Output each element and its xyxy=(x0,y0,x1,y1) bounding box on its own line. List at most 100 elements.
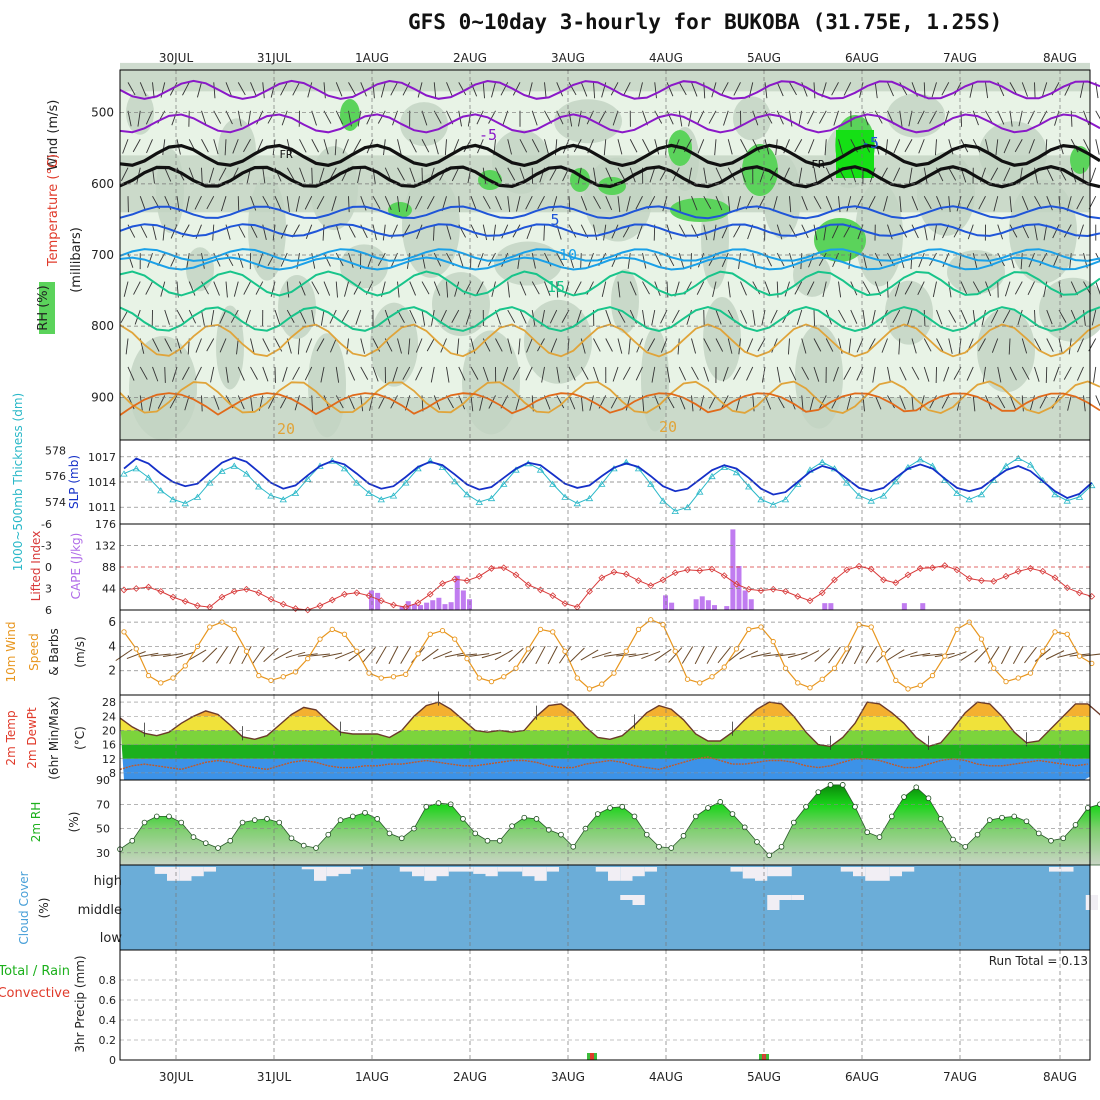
wind-barb xyxy=(286,167,295,181)
wind-barb xyxy=(537,195,545,210)
rh-moist-patch xyxy=(340,99,360,131)
wind-barb-10m xyxy=(910,652,931,658)
wind-barb xyxy=(433,281,441,296)
wind-barb xyxy=(531,110,538,126)
wind-speed-point xyxy=(403,671,409,678)
wind-barb xyxy=(348,224,356,238)
wind-barb xyxy=(1004,281,1011,297)
thickness-point xyxy=(365,489,373,496)
wind-barb xyxy=(346,338,349,355)
wind-barb xyxy=(274,196,282,210)
rh-point xyxy=(349,813,356,820)
wind-barb xyxy=(823,224,827,241)
cape-tick-label: 88 xyxy=(102,561,116,574)
thickness-point xyxy=(181,500,189,507)
wind-speed-point xyxy=(488,678,495,685)
wind-barb xyxy=(1054,110,1060,126)
panel-frames xyxy=(119,69,1091,1061)
lifted-index-point xyxy=(365,592,373,600)
wind-barb xyxy=(564,281,570,297)
wind-speed-point xyxy=(782,665,789,671)
wind-barb xyxy=(740,139,748,153)
lifted-index-point xyxy=(1014,567,1022,575)
rh-patch xyxy=(703,296,741,381)
wind-speed-point xyxy=(158,680,164,686)
rh-point xyxy=(435,800,442,806)
wind-barb xyxy=(635,195,643,210)
wind-barb xyxy=(746,338,754,353)
thickness-point xyxy=(267,492,275,499)
cloud-clear-high xyxy=(522,867,535,877)
rh-tick-label: 70 xyxy=(96,798,110,811)
rh-point xyxy=(423,803,430,810)
wind-barb xyxy=(568,196,571,213)
wind-speed-point xyxy=(770,638,776,645)
wind-barb xyxy=(715,309,722,325)
wind-barb xyxy=(531,281,540,295)
wind-barb xyxy=(733,366,741,380)
wind-barb xyxy=(746,366,754,381)
wind-barb xyxy=(344,281,349,297)
wind-barb xyxy=(580,338,586,354)
wind-barb xyxy=(145,110,153,125)
rh-point xyxy=(1060,835,1067,842)
wind-barb xyxy=(335,281,338,298)
lifted-index-point xyxy=(1051,574,1059,582)
wind-barb xyxy=(243,281,251,295)
wind-barb xyxy=(752,139,760,153)
wind-speed-point xyxy=(562,648,568,654)
wind-barb xyxy=(969,82,974,98)
lifted-index-point xyxy=(818,589,826,597)
wind-barb xyxy=(482,167,487,184)
wind-barb xyxy=(507,196,511,213)
temp-tick-label: 12 xyxy=(102,753,116,766)
wind-barb xyxy=(948,338,953,354)
wind-barb xyxy=(967,224,974,240)
rh-moist-patch xyxy=(388,202,412,218)
lifted-index-point xyxy=(451,575,459,583)
wind-barb xyxy=(824,139,827,156)
wind-speed-point xyxy=(464,655,470,662)
thickness-point xyxy=(193,493,202,500)
wind-barb xyxy=(224,139,227,156)
rh-point xyxy=(239,819,246,826)
rh-point xyxy=(974,831,981,838)
lifted-index-point xyxy=(157,587,165,595)
wind-barb xyxy=(348,82,356,96)
thickness-point xyxy=(622,458,630,465)
wind-barb xyxy=(152,338,160,352)
thickness-point xyxy=(157,487,165,494)
wind-barb xyxy=(1083,139,1091,153)
cape-bar xyxy=(693,599,699,610)
wind-barb xyxy=(789,82,797,96)
wind-barb xyxy=(923,310,926,327)
cloud-clear-high xyxy=(154,867,167,874)
wind-barb xyxy=(1083,395,1086,412)
wind-barb xyxy=(1014,281,1023,295)
wind-barb xyxy=(629,281,637,296)
wind-barb xyxy=(397,167,405,181)
wind-barb xyxy=(1063,366,1072,380)
wind-barb xyxy=(181,366,190,380)
wind-speed-point xyxy=(586,686,593,692)
thickness-point xyxy=(671,507,679,514)
wind-barb xyxy=(1078,224,1084,240)
wind-barb xyxy=(139,395,143,412)
wind-speed-point xyxy=(513,665,519,671)
wind-speed-point xyxy=(746,626,752,633)
temp-tick-label: 28 xyxy=(102,696,116,709)
thickness-point xyxy=(463,491,471,498)
cloud-clear-high xyxy=(1061,867,1074,872)
wind-barb xyxy=(402,366,411,380)
wind-barb xyxy=(353,281,362,295)
lifted-index-point xyxy=(341,590,348,598)
wind-barb xyxy=(651,309,656,326)
cloud-clear-high xyxy=(326,867,339,877)
cape-bar xyxy=(669,602,675,610)
wind-barb xyxy=(201,281,209,295)
wind-barb-10m xyxy=(800,650,820,660)
wind-barb xyxy=(1009,82,1018,96)
wind-barb xyxy=(649,167,656,183)
wind-barb xyxy=(360,338,365,354)
temp-tick-label: 16 xyxy=(102,739,116,752)
